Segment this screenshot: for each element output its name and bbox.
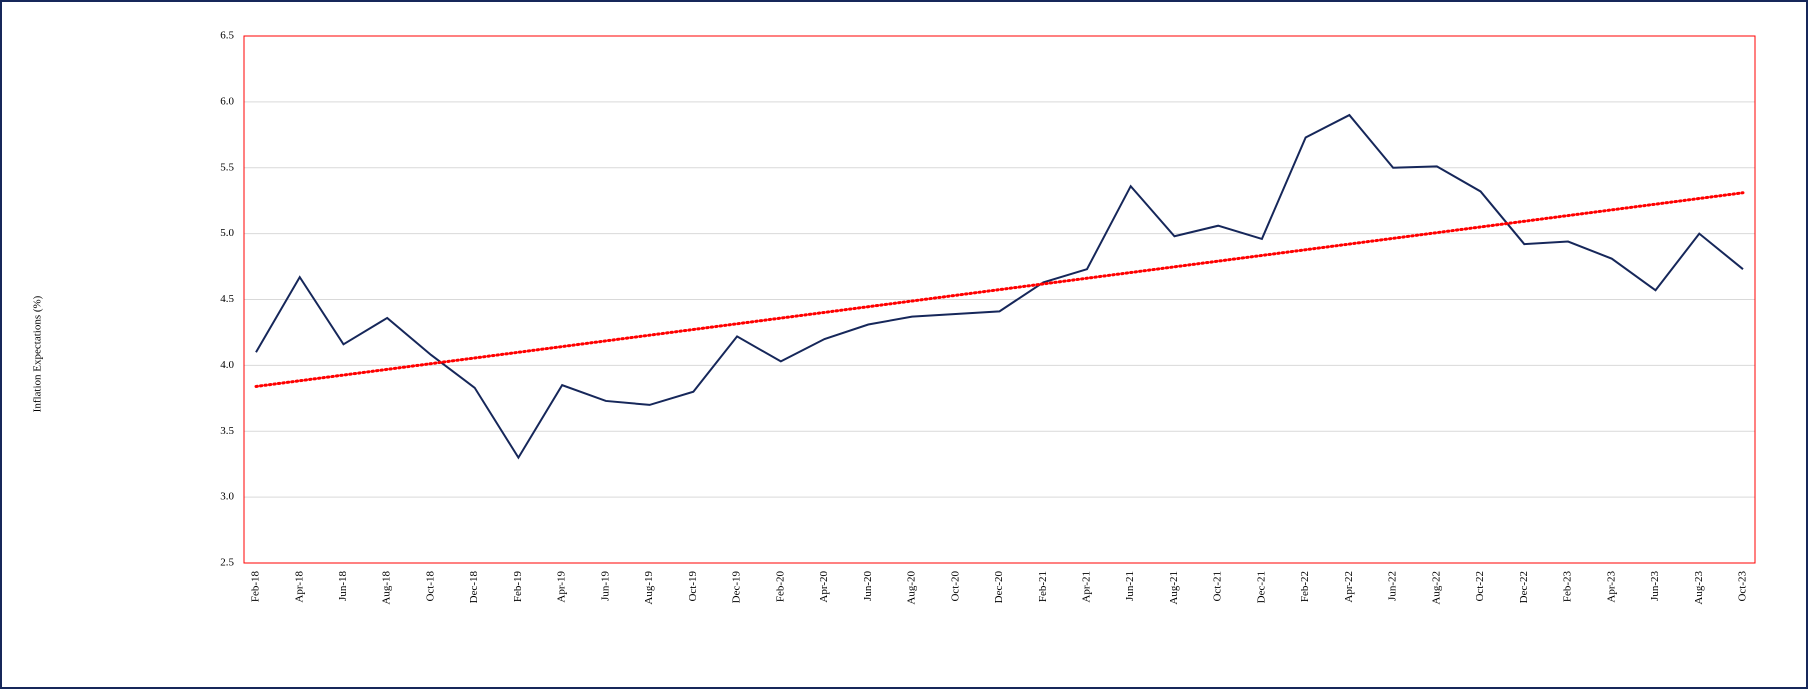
x-tick-label: Apr-22 bbox=[1343, 571, 1355, 603]
x-tick-label: Jun-21 bbox=[1124, 571, 1136, 601]
data-line bbox=[255, 113, 1744, 460]
x-tick-label: Oct-19 bbox=[687, 571, 699, 602]
x-tick-label: Apr-18 bbox=[293, 571, 305, 603]
x-tick-label: Apr-20 bbox=[818, 571, 830, 603]
x-tick-label: Dec-21 bbox=[1255, 571, 1267, 603]
x-tick-label: Aug-20 bbox=[906, 571, 918, 605]
y-tick-label: 3.5 bbox=[220, 425, 234, 437]
x-tick-label: Oct-22 bbox=[1474, 571, 1486, 602]
x-tick-label: Jun-18 bbox=[337, 571, 349, 601]
y-tick-label: 6.0 bbox=[220, 95, 234, 107]
plot-border bbox=[243, 35, 1756, 564]
x-tick-label: Apr-21 bbox=[1081, 571, 1093, 603]
x-tick-label: Aug-22 bbox=[1430, 571, 1442, 605]
y-tick-label: 3.0 bbox=[220, 491, 234, 503]
x-tick-label: Feb-23 bbox=[1562, 571, 1574, 603]
x-tick-label: Aug-18 bbox=[381, 571, 393, 605]
x-tick-label: Feb-21 bbox=[1037, 571, 1049, 602]
x-tick-label: Jun-23 bbox=[1649, 571, 1661, 601]
x-tick-label: Jun-19 bbox=[599, 571, 611, 601]
x-tick-label: Jun-22 bbox=[1387, 571, 1399, 601]
y-tick-label: 4.5 bbox=[220, 293, 234, 305]
x-tick-label: Dec-20 bbox=[993, 571, 1005, 604]
x-tick-label: Feb-20 bbox=[774, 571, 786, 603]
x-tick-label: Dec-19 bbox=[731, 571, 743, 604]
x-tick-label: Feb-22 bbox=[1299, 571, 1311, 602]
y-tick-label: 6.5 bbox=[220, 30, 234, 42]
y-axis-label: Inflation Expectations (%) bbox=[32, 295, 44, 412]
x-tick-label: Feb-18 bbox=[250, 571, 262, 603]
y-tick-label: 5.5 bbox=[220, 161, 234, 173]
x-tick-label: Dec-22 bbox=[1518, 571, 1530, 603]
x-tick-label: Feb-19 bbox=[512, 571, 524, 603]
y-tick-label: 5.0 bbox=[220, 227, 234, 239]
x-tick-label: Oct-20 bbox=[949, 571, 961, 602]
x-tick-label: Apr-23 bbox=[1605, 571, 1617, 603]
x-tick-label: Dec-18 bbox=[468, 571, 480, 604]
x-tick-label: Apr-19 bbox=[556, 571, 568, 603]
x-tick-label: Aug-21 bbox=[1168, 571, 1180, 605]
trendline bbox=[254, 191, 1745, 388]
y-tick-label: 2.5 bbox=[220, 557, 234, 569]
x-tick-label: Aug-19 bbox=[643, 571, 655, 605]
x-tick-label: Oct-23 bbox=[1737, 571, 1749, 602]
x-tick-label: Aug-23 bbox=[1693, 571, 1705, 605]
y-tick-label: 4.0 bbox=[220, 359, 234, 371]
x-tick-label: Jun-20 bbox=[862, 571, 874, 601]
x-tick-label: Oct-18 bbox=[424, 571, 436, 602]
x-tick-label: Oct-21 bbox=[1212, 571, 1224, 602]
